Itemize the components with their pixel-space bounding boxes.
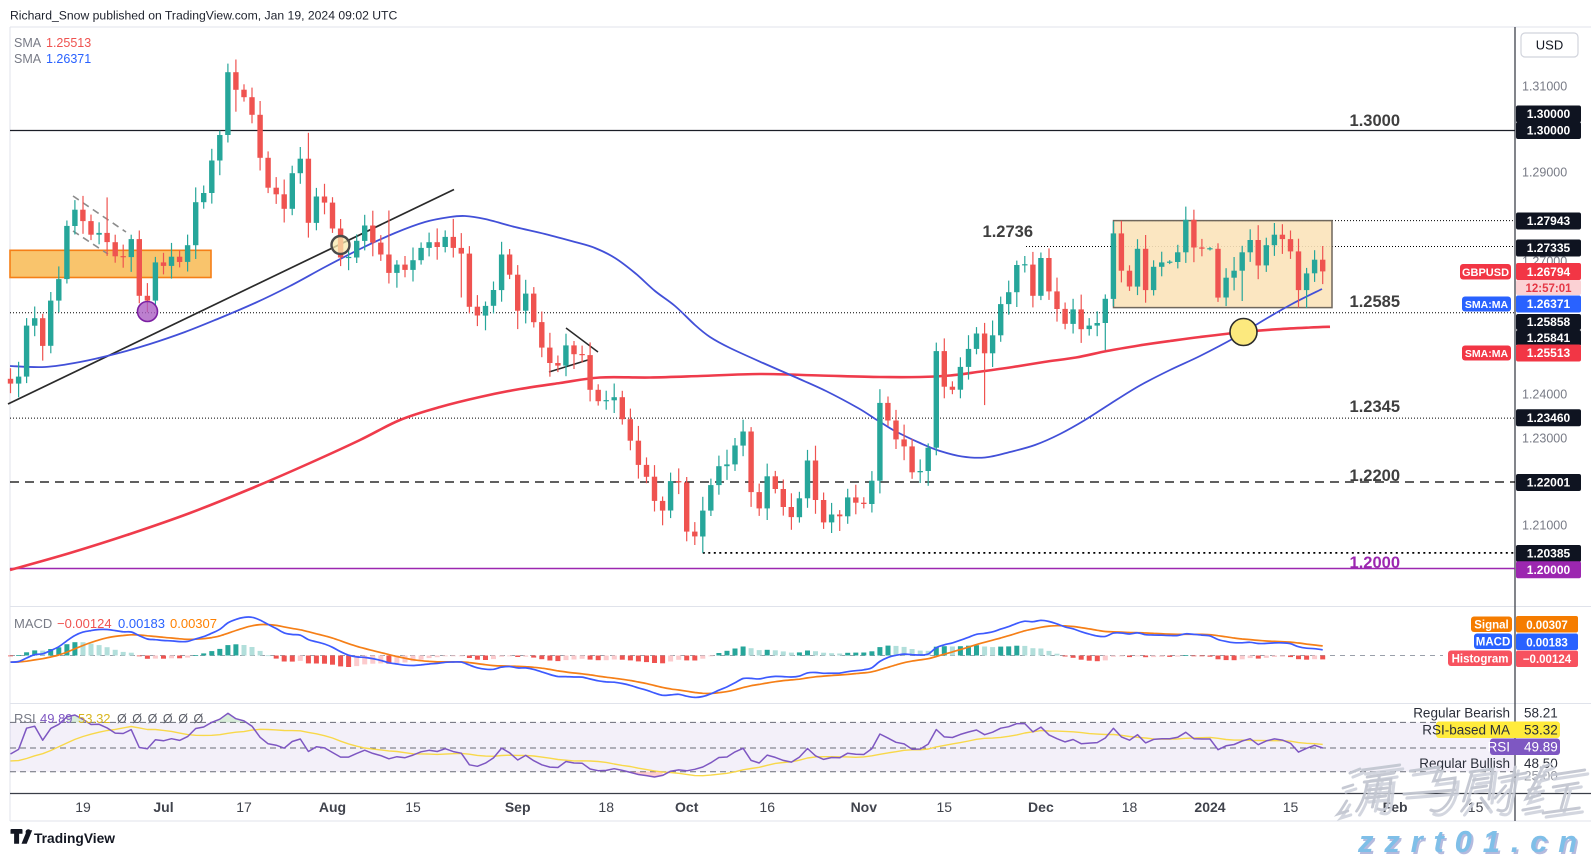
svg-text:z z r t 0 1 . c n: z z r t 0 1 . c n — [1359, 826, 1580, 857]
svg-text:0.00307: 0.00307 — [1526, 620, 1568, 632]
svg-text:SMA: SMA — [14, 52, 42, 66]
svg-text:Oct: Oct — [675, 799, 699, 815]
svg-text:Regular Bearish: Regular Bearish — [1413, 706, 1510, 721]
svg-text:1.25858: 1.25858 — [1527, 315, 1571, 329]
svg-text:−0.00124: −0.00124 — [57, 616, 112, 631]
svg-text:1.30000: 1.30000 — [1527, 124, 1571, 138]
svg-text:USD: USD — [1536, 38, 1563, 53]
svg-text:Histogram: Histogram — [1452, 654, 1509, 666]
svg-text:1.24000: 1.24000 — [1522, 388, 1567, 402]
svg-text:1.26371: 1.26371 — [1527, 297, 1571, 311]
svg-text:1.22001: 1.22001 — [1527, 476, 1571, 490]
svg-text:1.23460: 1.23460 — [1527, 411, 1571, 425]
svg-text:1.30000: 1.30000 — [1527, 107, 1571, 121]
svg-text:TradingView: TradingView — [34, 831, 115, 846]
svg-text:−0.00124: −0.00124 — [1523, 654, 1572, 666]
svg-text:15: 15 — [937, 799, 953, 815]
svg-text:2024: 2024 — [1194, 799, 1225, 815]
svg-text:19: 19 — [75, 799, 91, 815]
svg-text:1.2345: 1.2345 — [1350, 398, 1400, 416]
svg-text:53.32: 53.32 — [1524, 723, 1558, 738]
svg-text:17: 17 — [236, 799, 252, 815]
svg-text:1.2585: 1.2585 — [1350, 293, 1400, 311]
svg-text:Ø: Ø — [148, 712, 158, 726]
svg-text:0.00183: 0.00183 — [1526, 638, 1568, 650]
svg-text:Ø: Ø — [117, 712, 127, 726]
svg-text:1.25841: 1.25841 — [1527, 331, 1571, 345]
svg-text:Ø: Ø — [132, 712, 142, 726]
svg-text:1.2736: 1.2736 — [983, 223, 1033, 241]
svg-text:RSI: RSI — [1487, 740, 1510, 755]
svg-text:GBPUSD: GBPUSD — [1462, 267, 1509, 279]
svg-text:58.21: 58.21 — [1524, 706, 1558, 721]
svg-text:1.23000: 1.23000 — [1522, 432, 1567, 446]
svg-text:1.20385: 1.20385 — [1527, 547, 1571, 561]
svg-text:18: 18 — [598, 799, 614, 815]
svg-text:Ø: Ø — [178, 712, 188, 726]
svg-text:Ø: Ø — [163, 712, 173, 726]
svg-text:48.50: 48.50 — [1524, 756, 1558, 771]
svg-text:15: 15 — [1283, 799, 1299, 815]
svg-text:Aug: Aug — [319, 799, 346, 815]
svg-text:0.00307: 0.00307 — [170, 616, 217, 631]
svg-text:18: 18 — [1122, 799, 1138, 815]
svg-text:1.25513: 1.25513 — [1527, 346, 1571, 360]
svg-text:12:57:01: 12:57:01 — [1525, 283, 1572, 295]
svg-text:1.27335: 1.27335 — [1527, 241, 1571, 255]
svg-text:0.00183: 0.00183 — [118, 616, 165, 631]
svg-text:16: 16 — [759, 799, 775, 815]
svg-text:1.26794: 1.26794 — [1527, 265, 1571, 279]
svg-text:1.20000: 1.20000 — [1527, 563, 1571, 577]
svg-text:Nov: Nov — [851, 799, 878, 815]
svg-text:RSI: RSI — [14, 711, 36, 726]
svg-text:Sep: Sep — [505, 799, 531, 815]
svg-text:Richard_Snow published on Trad: Richard_Snow published on TradingView.co… — [10, 9, 398, 23]
svg-text:z z r t 0 1 . c n: z z r t 0 1 . c n — [1357, 824, 1578, 857]
svg-text:1.3000: 1.3000 — [1350, 112, 1400, 130]
svg-text:49.89: 49.89 — [40, 711, 73, 726]
svg-text:1.29000: 1.29000 — [1522, 166, 1567, 180]
svg-text:49.89: 49.89 — [1524, 740, 1558, 755]
svg-text:15: 15 — [405, 799, 421, 815]
svg-text:Ø: Ø — [194, 712, 204, 726]
svg-text:1.21000: 1.21000 — [1522, 519, 1567, 533]
svg-text:Regular Bullish: Regular Bullish — [1419, 756, 1510, 771]
svg-text:53.32: 53.32 — [78, 711, 111, 726]
svg-text:Dec: Dec — [1028, 799, 1054, 815]
svg-text:MACD: MACD — [14, 616, 52, 631]
svg-text:SMA:MA: SMA:MA — [1465, 348, 1509, 360]
svg-text:MACD: MACD — [1476, 637, 1511, 649]
svg-text:SMA: SMA — [14, 36, 42, 50]
svg-text:1.2200: 1.2200 — [1350, 467, 1400, 485]
svg-text:RSI-based MA: RSI-based MA — [1422, 723, 1510, 738]
svg-text:1.25513: 1.25513 — [46, 36, 91, 50]
svg-text:1.26371: 1.26371 — [46, 52, 91, 66]
svg-text:1.27943: 1.27943 — [1527, 214, 1571, 228]
svg-text:1.2000: 1.2000 — [1350, 554, 1400, 572]
svg-text:Jul: Jul — [153, 799, 173, 815]
svg-text:1.31000: 1.31000 — [1522, 80, 1567, 94]
svg-text:Signal: Signal — [1474, 620, 1509, 632]
svg-text:SMA:MA: SMA:MA — [1465, 299, 1509, 311]
